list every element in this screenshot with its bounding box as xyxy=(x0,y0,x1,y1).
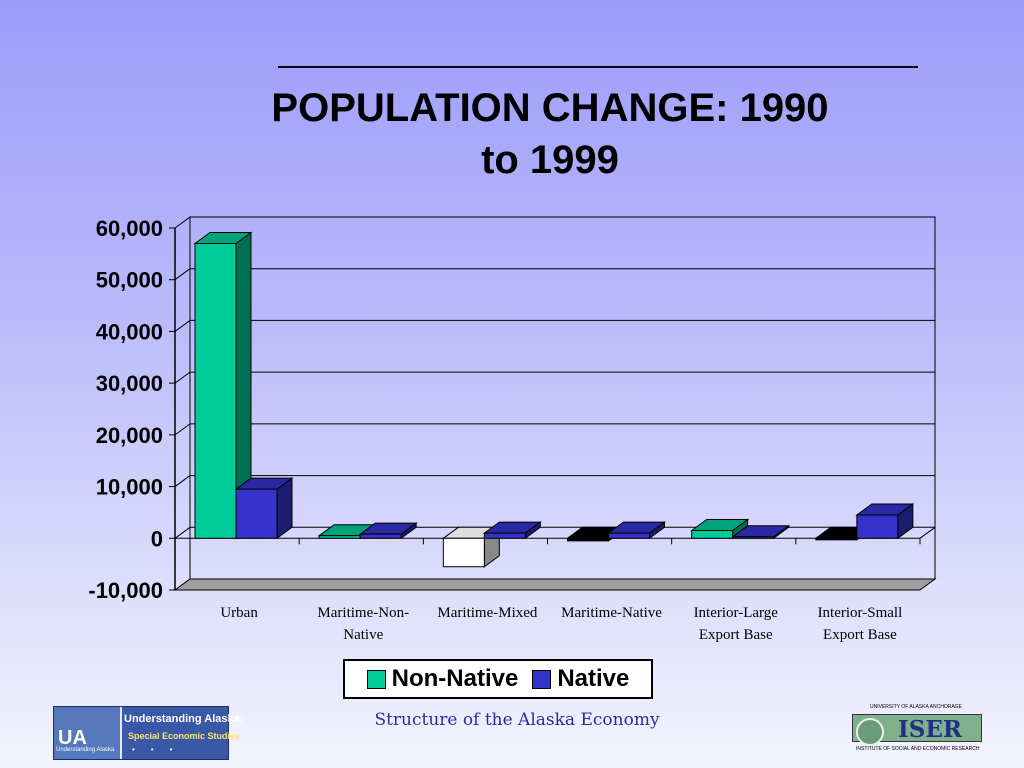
y-tick-label: 30,000 xyxy=(96,371,163,396)
chart-legend: Non-Native Native xyxy=(343,659,653,699)
gridline-side xyxy=(174,475,191,487)
bar-chart: 60,000 50,000 40,000 30,000 20,000 10,000 0 -10… xyxy=(88,216,937,643)
bar-native-5 xyxy=(732,536,775,539)
x-tick-label: Urban xyxy=(220,605,258,621)
x-tick-label: Maritime-Mixed xyxy=(437,605,537,621)
x-tick-label: Native xyxy=(343,627,383,643)
x-tick-label: Export Base xyxy=(823,627,897,643)
legend-swatch-native xyxy=(532,669,552,689)
x-tick-label: Export Base xyxy=(699,627,773,643)
legend-label-native: Native xyxy=(557,665,630,692)
bar-non-native-1 xyxy=(194,243,237,539)
x-tick-label: Maritime-Native xyxy=(561,605,662,621)
x-tick-label: Interior-Large xyxy=(694,605,779,621)
y-tick-label: 50,000 xyxy=(96,268,163,293)
y-tick-label: 20,000 xyxy=(96,423,163,448)
bar-non-native-5 xyxy=(691,530,734,539)
bar-native-1 xyxy=(235,488,278,539)
zero-baseline-edge xyxy=(919,526,936,539)
ua-logo-box: UA Understanding Alaska xyxy=(54,707,122,759)
legend-item-native: Native xyxy=(532,665,629,693)
y-tick-label: -10,000 xyxy=(88,578,163,603)
title-rule xyxy=(278,66,918,68)
legend-swatch-non-native xyxy=(366,669,386,689)
ua-logo-line-2: Special Economic Studies xyxy=(128,731,241,741)
iser-emblem-icon xyxy=(856,718,884,746)
bar-non-native-6 xyxy=(815,537,858,541)
gridline-side xyxy=(174,268,191,281)
page-title: POPULATION CHANGE: 1990 to 1999 xyxy=(200,82,900,186)
ua-logo: UA Understanding Alaska Understanding Al… xyxy=(53,706,243,760)
iser-logo-bottom-text: INSTITUTE OF SOCIAL AND ECONOMIC RESEARC… xyxy=(856,746,980,752)
title-line-1: POPULATION CHANGE: 1990 xyxy=(271,86,829,130)
chart-floor xyxy=(173,578,937,591)
gridline-side xyxy=(174,320,191,332)
chart-side-wall xyxy=(174,216,191,591)
ua-logo-subtitle: Understanding Alaska xyxy=(56,747,115,753)
bar-non-native-2 xyxy=(318,535,361,539)
y-tick-label: 60,000 xyxy=(96,216,163,241)
gridline-side xyxy=(174,526,191,539)
bar-native-6 xyxy=(856,514,899,539)
x-tick-label: Maritime-Non- xyxy=(317,605,409,621)
bar-native-4 xyxy=(608,532,650,539)
gridline-side xyxy=(174,371,191,384)
x-tick-label: Interior-Small xyxy=(818,605,903,621)
bar-non-native-3 xyxy=(442,537,485,568)
title-line-2: to 1999 xyxy=(481,138,619,182)
ua-logo-mark: UA xyxy=(58,727,87,749)
footer-text: Structure of the Alaska Economy xyxy=(374,710,660,730)
legend-item-non-native: Non-Native xyxy=(366,665,519,693)
ua-logo-dots: ••• xyxy=(132,745,189,754)
iser-logo-word: ISER xyxy=(898,716,963,743)
legend-label-non-native: Non-Native xyxy=(391,665,519,692)
bar-native-2 xyxy=(359,533,402,539)
iser-logo: UNIVERSITY OF ALASKA ANCHORAGE ISER INST… xyxy=(848,704,982,758)
bar-non-native-4 xyxy=(567,537,609,542)
y-tick-label: 10,000 xyxy=(96,475,163,500)
iser-logo-top-text: UNIVERSITY OF ALASKA ANCHORAGE xyxy=(870,704,962,710)
ua-logo-line-1: Understanding Alaska: xyxy=(124,713,244,725)
y-tick-label: 40,000 xyxy=(96,319,163,344)
bar-native-3 xyxy=(483,532,526,539)
chart-back-wall xyxy=(189,216,936,580)
gridline-side xyxy=(174,423,191,436)
y-tick-label: 0 xyxy=(151,526,163,551)
